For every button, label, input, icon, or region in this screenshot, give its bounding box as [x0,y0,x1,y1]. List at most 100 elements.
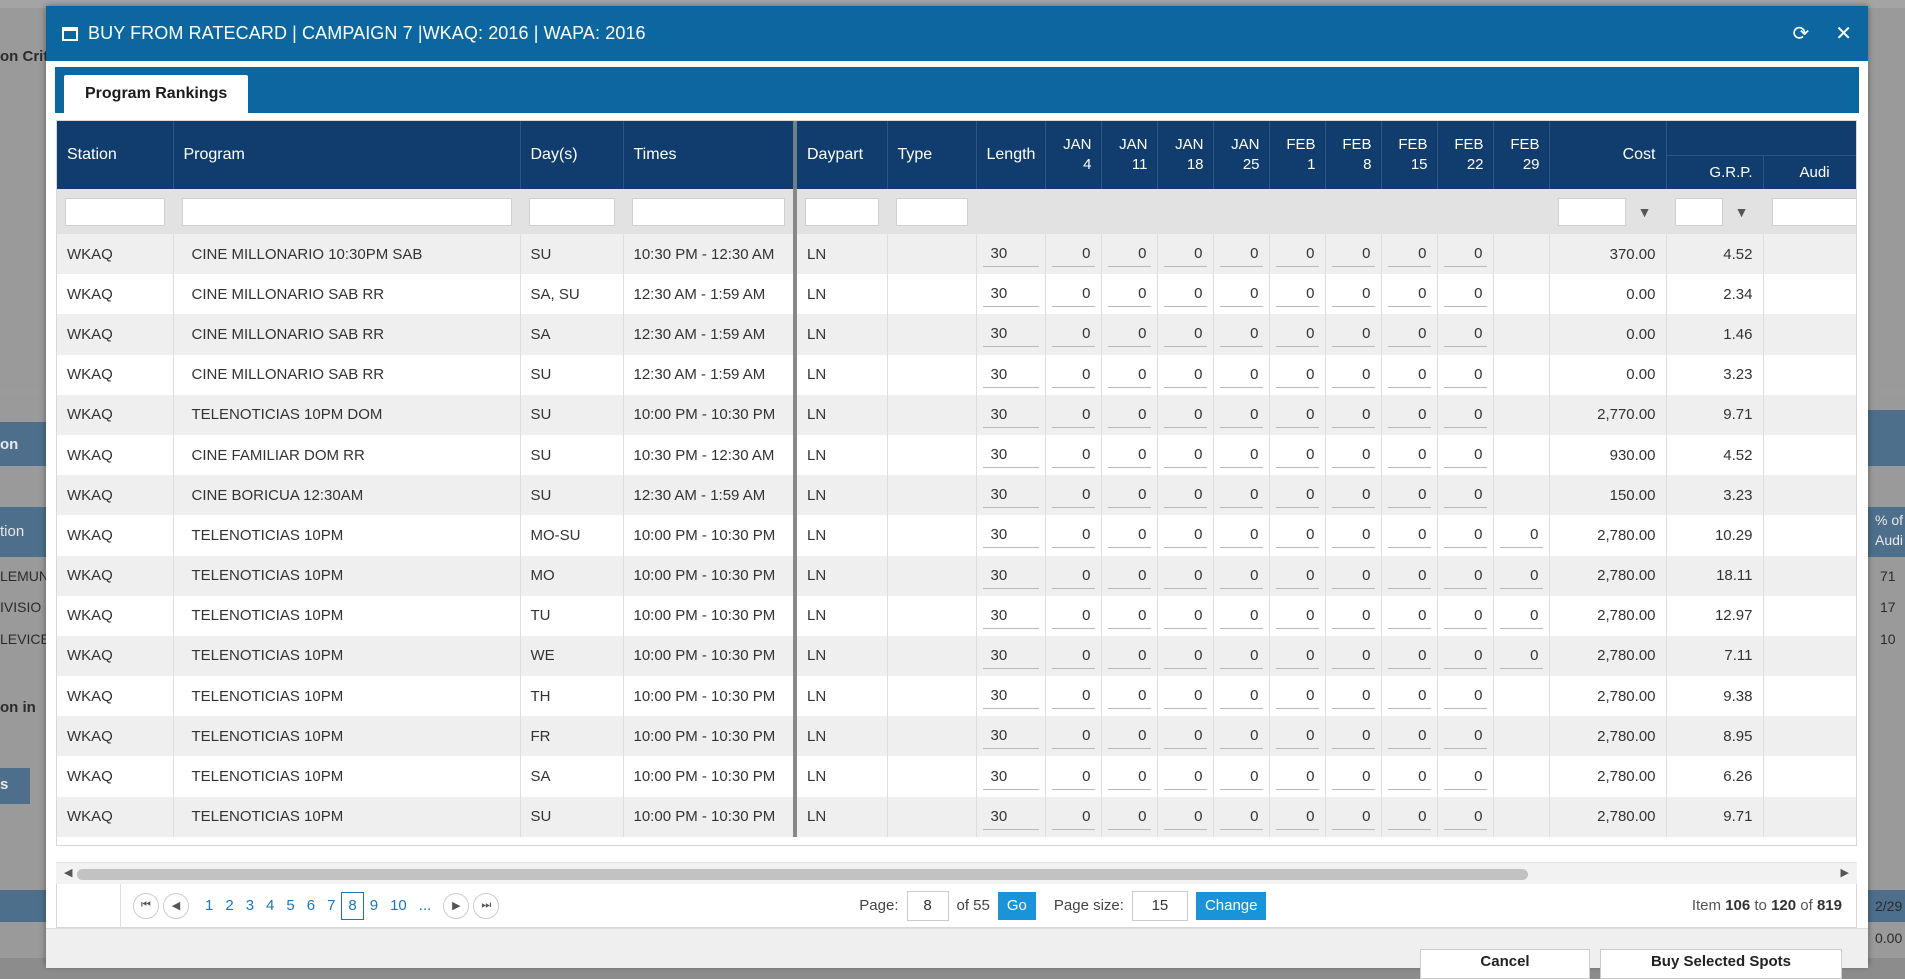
week-spots-input[interactable]: 0 [1443,603,1487,629]
filter-type-input[interactable] [895,197,968,226]
week-spots-input[interactable]: 0 [1387,522,1431,549]
length-input[interactable]: 30 [982,643,1039,669]
length-input[interactable]: 30 [982,241,1039,268]
week-spots-input[interactable]: 0 [1275,482,1319,509]
length-input[interactable]: 30 [982,603,1039,629]
week-spots-input[interactable]: 0 [1499,643,1543,669]
filter-station-input[interactable] [65,197,165,226]
week-spots-input[interactable]: 0 [1387,482,1431,509]
week-spots-input[interactable]: 0 [1219,402,1263,428]
length-input[interactable]: 30 [982,723,1039,750]
table-row[interactable]: WKAQ TELENOTICIAS 10PM TU 10:00 PM - 10:30 … [57,595,1856,636]
page-link[interactable]: 10 [390,897,407,914]
week-spots-input[interactable]: 0 [1275,362,1319,388]
week-spots-input[interactable]: 0 [1107,482,1151,509]
week-spots-input[interactable]: 0 [1275,402,1319,428]
week-spots-input[interactable]: 0 [1443,723,1487,750]
week-spots-input[interactable]: 0 [1051,482,1095,509]
week-spots-input[interactable]: 0 [1107,241,1151,268]
week-spots-input[interactable]: 0 [1443,522,1487,549]
length-input[interactable]: 30 [982,281,1039,308]
week-spots-input[interactable]: 0 [1275,281,1319,308]
week-spots-input[interactable]: 0 [1387,281,1431,308]
length-input[interactable]: 30 [982,402,1039,428]
week-spots-input[interactable]: 0 [1499,603,1543,629]
week-spots-input[interactable]: 0 [1163,241,1207,268]
length-input[interactable]: 30 [982,442,1039,469]
filter-grp-input[interactable] [1674,197,1723,226]
filter-funnel-icon[interactable]: ▼ [1637,203,1652,220]
week-spots-input[interactable]: 0 [1051,281,1095,308]
page-input[interactable]: 8 [906,890,949,921]
buy-selected-spots-button[interactable]: Buy Selected Spots [1600,949,1842,979]
week-spots-input[interactable]: 0 [1219,522,1263,549]
length-input[interactable]: 30 [982,522,1039,549]
week-spots-input[interactable]: 0 [1387,321,1431,348]
week-spots-input[interactable]: 0 [1443,362,1487,388]
col-header-length[interactable]: Length [976,121,1046,189]
week-spots-input[interactable]: 0 [1051,563,1095,589]
week-spots-input[interactable]: 0 [1107,321,1151,348]
table-row[interactable]: WKAQ TELENOTICIAS 10PM SA 10:00 PM - 10:30 … [57,756,1856,797]
scroll-left-icon[interactable]: ◀ [64,867,73,879]
week-spots-input[interactable]: 0 [1163,683,1207,710]
week-spots-input[interactable]: 0 [1331,683,1375,710]
col-header-week[interactable]: JAN 18 [1157,121,1214,189]
col-header-station[interactable]: Station [57,121,174,189]
col-header-grp[interactable]: G.R.P. [1666,155,1764,189]
filter-audience-input[interactable] [1771,197,1856,226]
length-input[interactable]: 30 [982,804,1039,830]
horizontal-scrollbar[interactable]: ◀ ▶ [56,862,1857,884]
week-spots-input[interactable]: 0 [1443,683,1487,710]
first-page-icon[interactable]: ⏮ [133,892,159,919]
week-spots-input[interactable]: 0 [1387,764,1431,790]
week-spots-input[interactable]: 0 [1051,321,1095,348]
scrollbar-thumb[interactable] [77,869,1528,880]
week-spots-input[interactable]: 0 [1107,402,1151,428]
week-spots-input[interactable]: 0 [1387,241,1431,268]
week-spots-input[interactable]: 0 [1331,563,1375,589]
week-spots-input[interactable]: 0 [1163,643,1207,669]
week-spots-input[interactable]: 0 [1331,764,1375,790]
close-icon[interactable]: ✕ [1835,22,1852,45]
week-spots-input[interactable]: 0 [1331,402,1375,428]
change-button[interactable]: Change [1195,891,1267,920]
week-spots-input[interactable]: 0 [1275,723,1319,750]
length-input[interactable]: 30 [982,683,1039,710]
week-spots-input[interactable]: 0 [1275,241,1319,268]
week-spots-input[interactable]: 0 [1107,723,1151,750]
week-spots-input[interactable]: 0 [1219,362,1263,388]
week-spots-input[interactable]: 0 [1331,522,1375,549]
week-spots-input[interactable]: 0 [1163,442,1207,469]
table-row[interactable]: WKAQ TELENOTICIAS 10PM SU 10:00 PM - 10:30 … [57,796,1856,837]
col-header-cost[interactable]: Cost [1549,121,1667,189]
filter-daypart-input[interactable] [805,197,879,226]
week-spots-input[interactable]: 0 [1051,723,1095,750]
week-spots-input[interactable]: 0 [1219,764,1263,790]
week-spots-input[interactable]: 0 [1275,683,1319,710]
filter-times-input[interactable] [631,197,785,226]
page-link[interactable]: 9 [369,897,379,914]
length-input[interactable]: 30 [982,764,1039,790]
week-spots-input[interactable]: 0 [1443,643,1487,669]
week-spots-input[interactable]: 0 [1163,281,1207,308]
page-link[interactable]: 3 [245,897,255,914]
week-spots-input[interactable]: 0 [1275,603,1319,629]
table-row[interactable]: WKAQ TELENOTICIAS 10PM MO 10:00 PM - 10:30 … [57,555,1856,596]
week-spots-input[interactable]: 0 [1443,482,1487,509]
scroll-right-icon[interactable]: ▶ [1840,867,1849,879]
week-spots-input[interactable]: 0 [1163,402,1207,428]
week-spots-input[interactable]: 0 [1219,563,1263,589]
table-row[interactable]: WKAQ TELENOTICIAS 10PM MO-SU 10:00 PM - 10:… [57,515,1856,556]
week-spots-input[interactable]: 0 [1443,281,1487,308]
week-spots-input[interactable]: 0 [1051,643,1095,669]
length-input[interactable]: 30 [982,482,1039,509]
week-spots-input[interactable]: 0 [1275,522,1319,549]
week-spots-input[interactable]: 0 [1219,281,1263,308]
week-spots-input[interactable]: 0 [1443,764,1487,790]
week-spots-input[interactable]: 0 [1331,482,1375,509]
week-spots-input[interactable]: 0 [1163,522,1207,549]
page-link[interactable]: 6 [306,897,316,914]
week-spots-input[interactable]: 0 [1219,241,1263,268]
week-spots-input[interactable]: 0 [1051,522,1095,549]
